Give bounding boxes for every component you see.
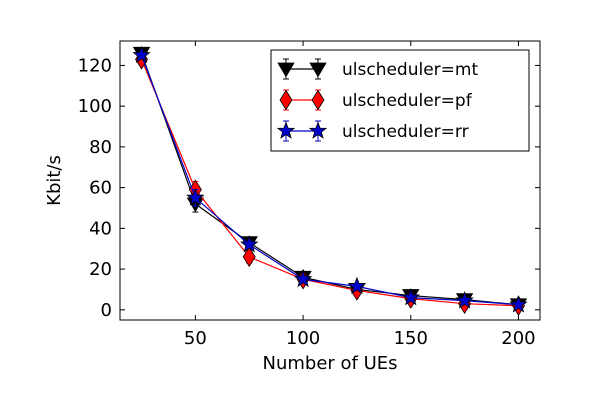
data-point	[242, 246, 256, 268]
data-point	[509, 295, 528, 313]
data-point	[132, 45, 151, 64]
y-axis-ticks: 0 20 40 60 80 100 120	[78, 55, 540, 321]
y-tick-label: 80	[89, 137, 112, 158]
plot-frame	[119, 40, 541, 321]
data-point	[455, 291, 474, 309]
y-tick-label: 20	[89, 259, 112, 280]
data-point	[401, 287, 420, 306]
x-axis-title: Number of UEs	[262, 353, 397, 374]
legend-item: ulscheduler=pf	[279, 89, 473, 111]
y-axis-title: Kbit/s	[44, 155, 65, 206]
y-tick-label: 120	[78, 55, 112, 76]
legend-item: ulscheduler=mt	[277, 58, 478, 80]
data-point	[186, 188, 205, 206]
legend-marker	[279, 89, 293, 111]
legend-label: ulscheduler=rr	[342, 122, 469, 142]
legend-marker	[276, 121, 296, 139]
data-point	[240, 235, 259, 253]
legend-item: ulscheduler=rr	[276, 120, 469, 142]
series-ulscheduler-rr	[132, 45, 528, 313]
legend-marker	[308, 121, 328, 139]
x-tick-label: 100	[286, 328, 320, 349]
x-axis-ticks: 50 100 150 200	[184, 41, 536, 349]
legend-label: ulscheduler=mt	[342, 60, 478, 80]
series-line	[140, 59, 519, 307]
data-point	[347, 276, 367, 295]
x-tick-label: 200	[501, 328, 535, 349]
legend: ulscheduler=mt ulscheduler=pf ulscheduler=…	[270, 49, 530, 152]
legend-marker	[309, 62, 327, 78]
y-tick-label: 40	[89, 218, 112, 239]
legend-marker	[311, 89, 325, 111]
y-tick-label: 0	[101, 300, 112, 321]
x-tick-label: 150	[394, 328, 428, 349]
y-tick-label: 60	[89, 178, 112, 199]
series-line	[140, 55, 519, 306]
legend-label: ulscheduler=pf	[342, 91, 473, 111]
data-point	[293, 269, 313, 288]
series-group	[132, 45, 528, 316]
x-tick-label: 50	[184, 328, 207, 349]
legend-marker	[277, 62, 295, 78]
y-tick-label: 100	[78, 96, 112, 117]
